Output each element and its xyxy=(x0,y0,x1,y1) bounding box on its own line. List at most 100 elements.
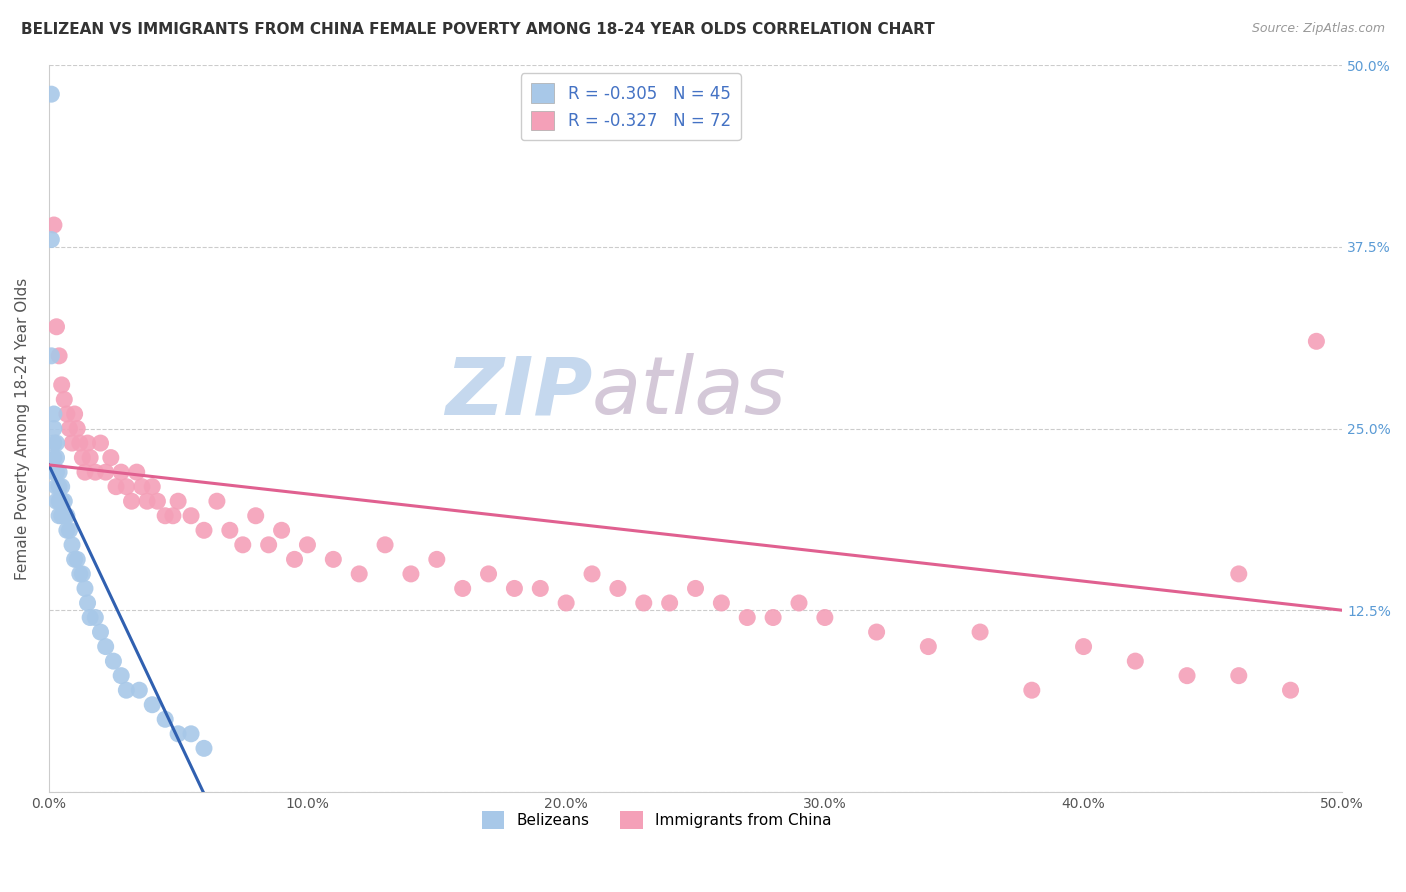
Point xyxy=(865,625,887,640)
Point xyxy=(45,319,67,334)
Point xyxy=(503,582,526,596)
Point xyxy=(1021,683,1043,698)
Point xyxy=(814,610,837,624)
Point xyxy=(787,596,810,610)
Text: BELIZEAN VS IMMIGRANTS FROM CHINA FEMALE POVERTY AMONG 18-24 YEAR OLDS CORRELATI: BELIZEAN VS IMMIGRANTS FROM CHINA FEMALE… xyxy=(21,22,935,37)
Point xyxy=(1305,334,1327,349)
Point xyxy=(76,596,98,610)
Point xyxy=(51,378,73,392)
Point xyxy=(110,465,132,479)
Point xyxy=(193,523,215,537)
Point xyxy=(633,596,655,610)
Point xyxy=(297,538,319,552)
Point xyxy=(66,552,89,566)
Point xyxy=(63,407,86,421)
Point xyxy=(180,727,202,741)
Point xyxy=(162,508,184,523)
Text: Source: ZipAtlas.com: Source: ZipAtlas.com xyxy=(1251,22,1385,36)
Point xyxy=(121,494,143,508)
Point xyxy=(146,494,169,508)
Point xyxy=(347,566,370,581)
Point xyxy=(84,610,107,624)
Point xyxy=(167,494,190,508)
Point xyxy=(606,582,628,596)
Point xyxy=(63,552,86,566)
Point xyxy=(257,538,280,552)
Point xyxy=(48,465,70,479)
Point xyxy=(41,233,63,247)
Point xyxy=(1279,683,1302,698)
Point xyxy=(167,727,190,741)
Point xyxy=(153,712,176,726)
Point xyxy=(426,552,449,566)
Point xyxy=(141,480,163,494)
Point xyxy=(322,552,344,566)
Point xyxy=(42,407,65,421)
Point xyxy=(270,523,292,537)
Point xyxy=(232,538,254,552)
Point xyxy=(45,494,67,508)
Point xyxy=(72,450,94,465)
Y-axis label: Female Poverty Among 18-24 Year Olds: Female Poverty Among 18-24 Year Olds xyxy=(15,277,30,580)
Point xyxy=(710,596,733,610)
Point xyxy=(73,582,96,596)
Point xyxy=(103,654,125,668)
Point xyxy=(153,508,176,523)
Point xyxy=(66,421,89,435)
Point xyxy=(84,465,107,479)
Point xyxy=(60,436,83,450)
Point xyxy=(51,508,73,523)
Point xyxy=(42,421,65,435)
Point xyxy=(917,640,939,654)
Point xyxy=(79,610,101,624)
Point xyxy=(42,218,65,232)
Point xyxy=(555,596,578,610)
Point xyxy=(51,480,73,494)
Point xyxy=(45,436,67,450)
Point xyxy=(115,683,138,698)
Point xyxy=(1175,668,1198,682)
Point xyxy=(180,508,202,523)
Point xyxy=(128,683,150,698)
Point xyxy=(131,480,153,494)
Point xyxy=(136,494,159,508)
Point xyxy=(94,465,117,479)
Point xyxy=(89,625,111,640)
Point xyxy=(218,523,240,537)
Point xyxy=(477,566,499,581)
Point xyxy=(48,494,70,508)
Point xyxy=(100,450,122,465)
Point xyxy=(60,538,83,552)
Point xyxy=(205,494,228,508)
Point xyxy=(1123,654,1146,668)
Point xyxy=(1073,640,1095,654)
Point xyxy=(451,582,474,596)
Point xyxy=(48,508,70,523)
Point xyxy=(110,668,132,682)
Point xyxy=(399,566,422,581)
Point xyxy=(94,640,117,654)
Point xyxy=(762,610,785,624)
Point xyxy=(53,508,76,523)
Point xyxy=(1227,668,1250,682)
Point xyxy=(48,349,70,363)
Point xyxy=(41,87,63,102)
Point xyxy=(105,480,128,494)
Point xyxy=(56,523,79,537)
Point xyxy=(141,698,163,712)
Point xyxy=(58,421,80,435)
Point xyxy=(685,582,707,596)
Point xyxy=(76,436,98,450)
Text: atlas: atlas xyxy=(592,353,787,431)
Point xyxy=(69,436,91,450)
Point xyxy=(529,582,551,596)
Point xyxy=(89,436,111,450)
Point xyxy=(56,407,79,421)
Point xyxy=(73,465,96,479)
Point xyxy=(735,610,758,624)
Point xyxy=(115,480,138,494)
Point xyxy=(374,538,396,552)
Point xyxy=(56,508,79,523)
Point xyxy=(42,436,65,450)
Legend: Belizeans, Immigrants from China: Belizeans, Immigrants from China xyxy=(475,805,838,835)
